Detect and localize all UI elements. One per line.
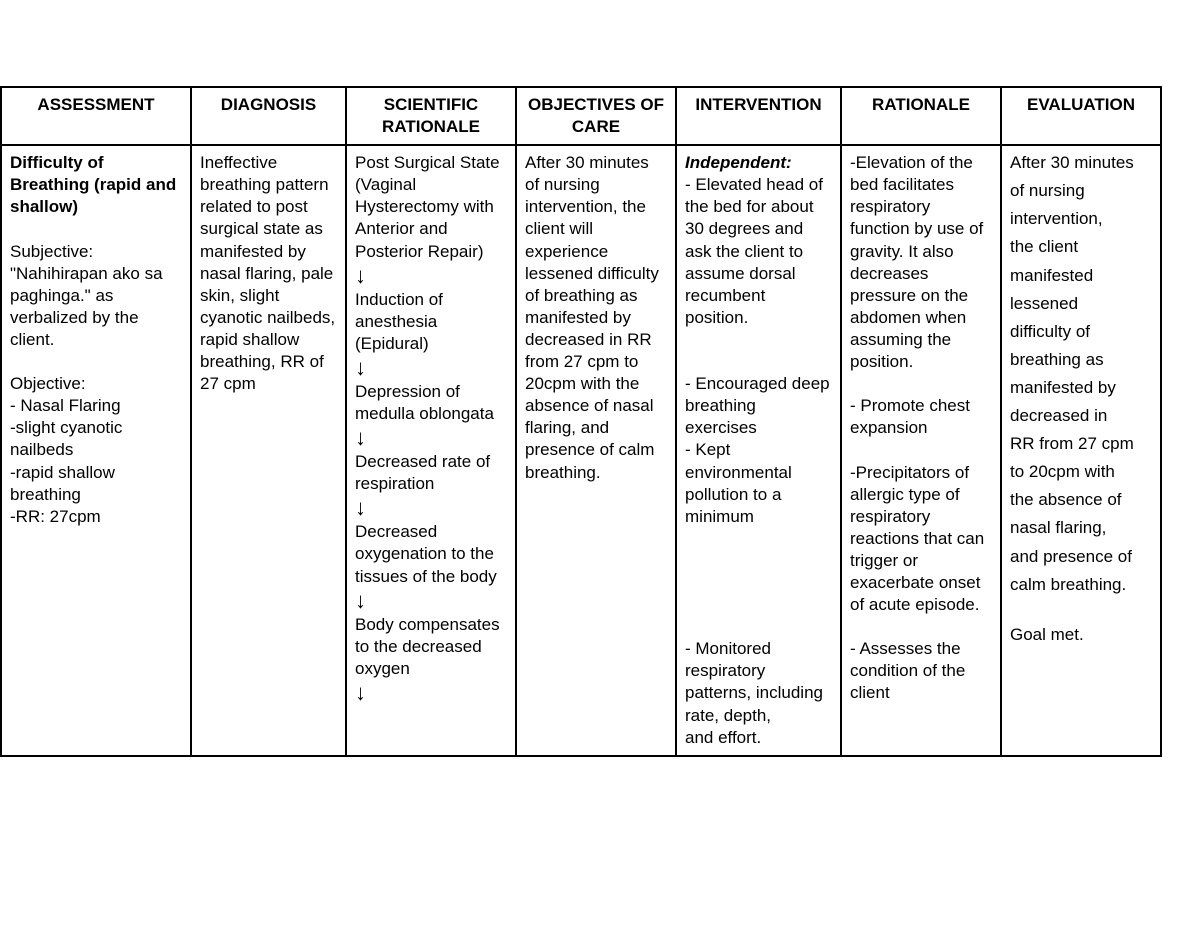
intervention-item-2: - Kept environmental pollution to a mini… (685, 440, 792, 525)
flow-step-5: Body compensates to the decreased oxygen (355, 614, 507, 680)
evaluation-line-2: intervention, (1010, 208, 1152, 230)
down-arrow-icon: ↓ (355, 497, 507, 519)
intervention-item-1: - Encouraged deep breathing exercises (685, 374, 830, 437)
cell-evaluation: After 30 minutes of nursing intervention… (1001, 145, 1161, 756)
table-header: ASSESSMENT DIAGNOSIS SCIENTIFIC RATIONAL… (1, 87, 1161, 145)
cell-intervention: Independent: - Elevated head of the bed … (676, 145, 841, 756)
evaluation-line-7: breathing as (1010, 349, 1152, 371)
assessment-title: Difficulty of Breathing (rapid and shall… (10, 153, 176, 216)
col-header-rationale: RATIONALE (841, 87, 1001, 145)
table-row: Difficulty of Breathing (rapid and shall… (1, 145, 1161, 756)
evaluation-line-3: the client (1010, 236, 1152, 258)
evaluation-line-15: calm breathing. (1010, 574, 1152, 596)
assessment-objective-item-3: -RR: 27cpm (10, 507, 101, 526)
evaluation-line-4: manifested (1010, 265, 1152, 287)
col-header-assessment: ASSESSMENT (1, 87, 191, 145)
evaluation-line-13: nasal flaring, (1010, 517, 1152, 539)
down-arrow-icon: ↓ (355, 427, 507, 449)
evaluation-line-6: difficulty of (1010, 321, 1152, 343)
evaluation-line-11: to 20cpm with (1010, 461, 1152, 483)
rationale-item-0: -Elevation of the bed facilitates respir… (850, 153, 983, 371)
evaluation-goal: Goal met. (1010, 625, 1084, 644)
evaluation-line-9: decreased in (1010, 405, 1152, 427)
col-header-objectives: OBJECTIVES OF CARE (516, 87, 676, 145)
col-header-scientific-rationale: SCIENTIFIC RATIONALE (346, 87, 516, 145)
col-header-evaluation: EVALUATION (1001, 87, 1161, 145)
rationale-item-2: -Precipitators of allergic type of respi… (850, 463, 984, 615)
assessment-objective-item-2: -rapid shallow breathing (10, 463, 115, 504)
assessment-objective-label: Objective: (10, 374, 86, 393)
rationale-item-1: - Promote chest expansion (850, 396, 970, 437)
assessment-objective-item-0: - Nasal Flaring (10, 396, 121, 415)
evaluation-line-10: RR from 27 cpm (1010, 433, 1152, 455)
flow-step-4: Decreased oxygenation to the tissues of … (355, 521, 507, 587)
assessment-subjective-text: "Nahihirapan ako sa paghinga." as verbal… (10, 264, 163, 349)
evaluation-line-0: After 30 minutes (1010, 152, 1152, 174)
down-arrow-icon: ↓ (355, 357, 507, 379)
page: ASSESSMENT DIAGNOSIS SCIENTIFIC RATIONAL… (0, 0, 1200, 927)
evaluation-line-12: the absence of (1010, 489, 1152, 511)
table-header-row: ASSESSMENT DIAGNOSIS SCIENTIFIC RATIONAL… (1, 87, 1161, 145)
flow-step-3: Decreased rate of respiration (355, 451, 507, 495)
down-arrow-icon: ↓ (355, 265, 507, 287)
evaluation-line-14: and presence of (1010, 546, 1152, 568)
nursing-care-plan-table: ASSESSMENT DIAGNOSIS SCIENTIFIC RATIONAL… (0, 86, 1162, 757)
rationale-item-3: - Assesses the condition of the client (850, 639, 965, 702)
cell-assessment: Difficulty of Breathing (rapid and shall… (1, 145, 191, 756)
cell-objectives: After 30 minutes of nursing intervention… (516, 145, 676, 756)
assessment-subjective-label: Subjective: (10, 242, 93, 261)
intervention-heading: Independent: (685, 153, 792, 172)
col-header-diagnosis: DIAGNOSIS (191, 87, 346, 145)
down-arrow-icon: ↓ (355, 590, 507, 612)
flow-step-1: Induction of anesthesia (Epidural) (355, 289, 507, 355)
cell-rationale: -Elevation of the bed facilitates respir… (841, 145, 1001, 756)
cell-scientific-rationale: Post Surgical State (Vaginal Hysterectom… (346, 145, 516, 756)
intervention-item-3: - Monitored respiratory patterns, includ… (685, 639, 823, 746)
assessment-objective-item-1: -slight cyanotic nailbeds (10, 418, 122, 459)
flow-step-0: Post Surgical State (Vaginal Hysterectom… (355, 152, 507, 262)
flow-step-2: Depression of medulla oblongata (355, 381, 507, 425)
diagnosis-text: Ineffective breathing pattern related to… (200, 153, 335, 393)
evaluation-line-8: manifested by (1010, 377, 1152, 399)
intervention-item-0: - Elevated head of the bed for about 30 … (685, 175, 823, 327)
cell-diagnosis: Ineffective breathing pattern related to… (191, 145, 346, 756)
objectives-text: After 30 minutes of nursing intervention… (525, 153, 659, 481)
evaluation-line-5: lessened (1010, 293, 1152, 315)
col-header-intervention: INTERVENTION (676, 87, 841, 145)
down-arrow-icon: ↓ (355, 682, 507, 704)
evaluation-line-1: of nursing (1010, 180, 1152, 202)
